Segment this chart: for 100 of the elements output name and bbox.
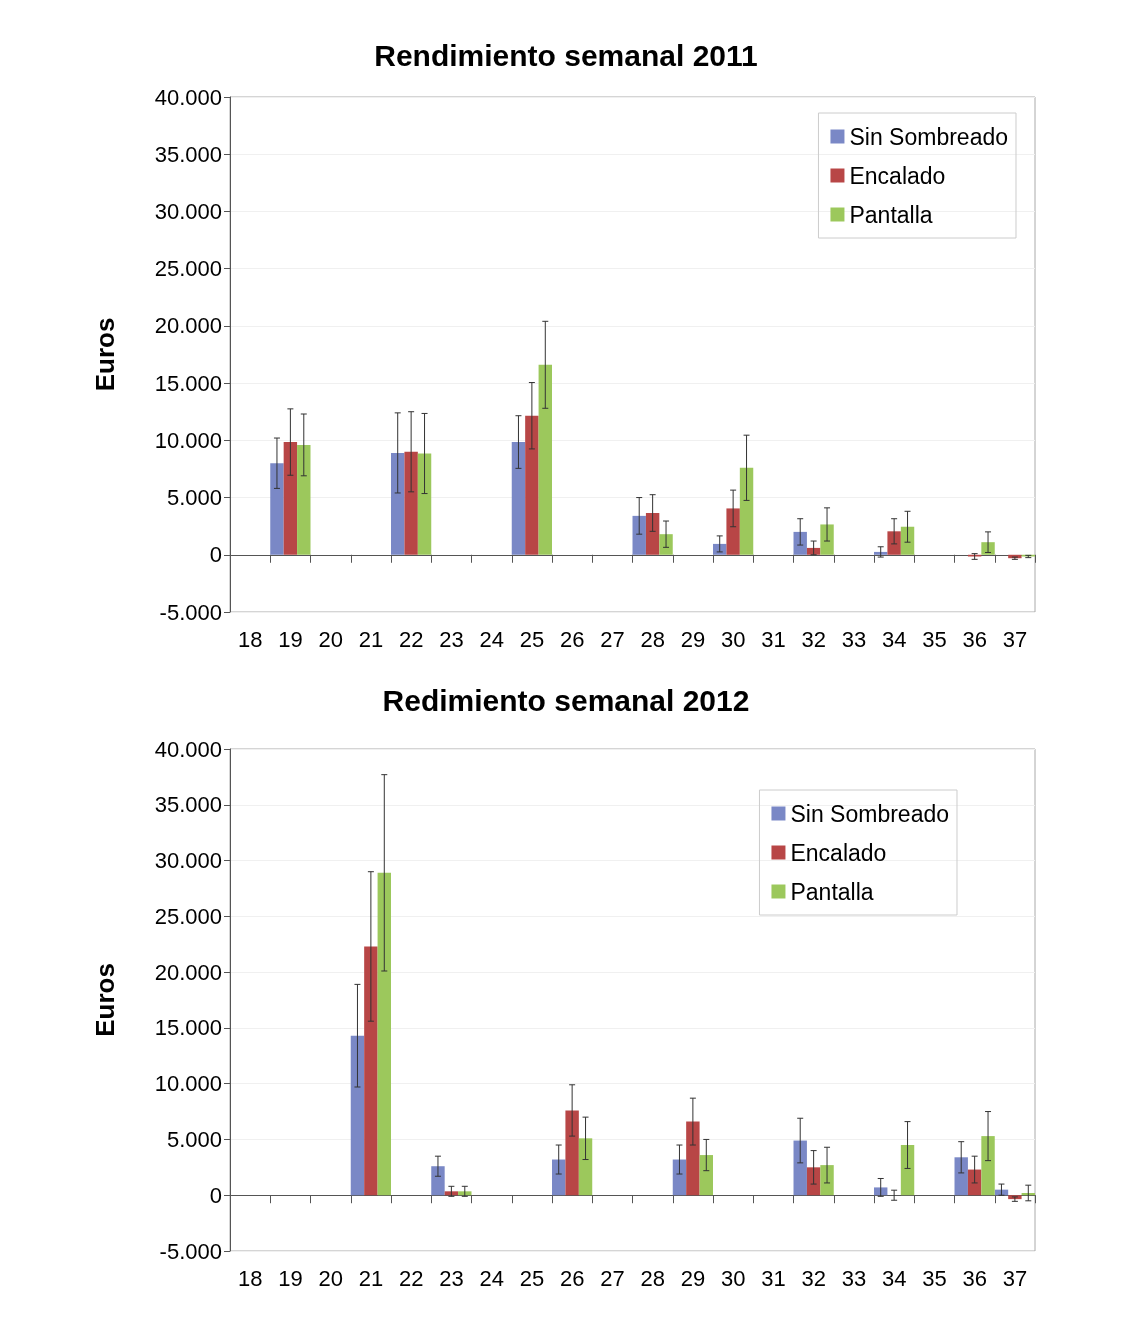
bar	[686, 1121, 700, 1196]
x-tick-label: 25	[519, 1265, 545, 1291]
bar	[377, 872, 391, 1196]
x-tick-label: 26	[559, 626, 585, 652]
x-tick-label: 19	[278, 1265, 303, 1291]
bar	[645, 513, 660, 555]
x-tick-label: 23	[439, 1265, 464, 1291]
x-tick-label: 31	[761, 1265, 786, 1291]
x-tick-label: 34	[881, 1265, 907, 1291]
bar	[874, 1187, 888, 1196]
x-tick-label: 27	[600, 1265, 625, 1291]
x-tick-label: 31	[761, 626, 786, 652]
bar	[350, 1035, 365, 1196]
legend-label: Pantalla	[790, 878, 874, 905]
x-tick-label: 32	[801, 626, 826, 652]
x-tick-label: 24	[479, 626, 504, 652]
x-tick-label: 36	[962, 1265, 987, 1291]
bar	[699, 1155, 713, 1196]
bar	[417, 453, 432, 555]
x-tick-label: 20	[318, 1265, 343, 1291]
x-tick-label: 23	[439, 626, 464, 652]
x-tick-label: 22	[398, 626, 424, 652]
bar	[431, 1166, 445, 1196]
x-tick-label: 37	[1002, 1265, 1028, 1291]
bar	[981, 1136, 995, 1196]
x-tick-label: 37	[1002, 626, 1028, 652]
bar	[726, 508, 740, 555]
y-tick-label: 5.000	[166, 1126, 222, 1152]
y-tick-label: 10.000	[154, 427, 222, 453]
bar	[900, 1145, 915, 1196]
x-tick-label: 35	[922, 1265, 947, 1291]
bar	[511, 442, 526, 555]
legend-label: Sin Sombreado	[790, 800, 950, 827]
y-tick-label: 0	[209, 1182, 222, 1208]
x-tick-label: 35	[922, 626, 947, 652]
bar	[967, 1169, 982, 1196]
bar	[364, 946, 378, 1196]
y-tick-label: 5.000	[166, 485, 222, 511]
y-tick-label: 40.000	[154, 736, 222, 762]
y-tick-label: 25.000	[154, 256, 222, 282]
y-tick-label: 35.000	[154, 792, 222, 818]
y-tick-label: -5.000	[159, 1238, 222, 1264]
legend-label: Pantalla	[849, 201, 933, 228]
y-tick-label: 15.000	[154, 370, 222, 396]
x-tick-label: 21	[358, 1265, 384, 1291]
bar	[954, 1157, 968, 1196]
x-tick-label: 25	[519, 626, 545, 652]
bar	[283, 442, 298, 555]
y-tick-label: -5.000	[159, 599, 222, 625]
x-tick-label: 33	[841, 626, 867, 652]
y-tick-label: 20.000	[154, 313, 222, 339]
y-tick-label: 30.000	[154, 848, 222, 874]
x-tick-label: 32	[801, 1265, 826, 1291]
y-tick-label: 0	[209, 542, 222, 568]
x-tick-label: 30	[720, 1265, 746, 1291]
bar	[632, 515, 646, 555]
bar	[297, 444, 311, 555]
x-tick-label: 33	[841, 1265, 867, 1291]
bar	[793, 531, 807, 555]
x-tick-label: 29	[680, 1265, 706, 1291]
y-tick-label: 40.000	[154, 84, 222, 110]
bar	[565, 1110, 579, 1196]
y-axis-title: Euros	[90, 317, 120, 392]
bar	[270, 463, 284, 555]
x-tick-label: 21	[358, 626, 384, 652]
y-tick-label: 10.000	[154, 1071, 222, 1097]
x-tick-label: 26	[559, 1265, 585, 1291]
bar	[900, 526, 915, 555]
x-tick-label: 19	[278, 626, 303, 652]
x-tick-label: 18	[237, 626, 263, 652]
bar	[739, 467, 754, 555]
bar	[552, 1159, 566, 1196]
x-tick-label: 27	[600, 626, 625, 652]
y-tick-label: 15.000	[154, 1015, 222, 1041]
x-tick-label: 28	[640, 626, 665, 652]
bar	[806, 1167, 821, 1196]
x-tick-label: 20	[318, 626, 343, 652]
bar	[538, 364, 552, 555]
x-tick-label: 36	[962, 626, 987, 652]
chart-title: Redimiento semanal 2012	[382, 683, 750, 717]
x-tick-label: 22	[398, 1265, 424, 1291]
bar	[793, 1140, 807, 1196]
x-tick-label: 30	[720, 626, 746, 652]
bar	[874, 551, 888, 555]
bar	[672, 1159, 687, 1196]
bar	[525, 415, 539, 555]
x-tick-label: 29	[680, 626, 706, 652]
bar	[458, 1191, 472, 1196]
y-tick-label: 20.000	[154, 959, 222, 985]
y-tick-label: 30.000	[154, 198, 222, 224]
chart-title: Rendimiento semanal 2011	[374, 38, 758, 72]
bar	[391, 452, 405, 555]
y-axis-title: Euros	[90, 963, 120, 1037]
x-tick-label: 18	[237, 1265, 263, 1291]
x-tick-label: 24	[479, 1265, 504, 1291]
bar	[444, 1191, 459, 1196]
x-tick-label: 28	[640, 1265, 665, 1291]
legend-label: Sin Sombreado	[849, 123, 1009, 150]
bar	[404, 451, 418, 555]
legend-label: Encalado	[849, 162, 946, 189]
